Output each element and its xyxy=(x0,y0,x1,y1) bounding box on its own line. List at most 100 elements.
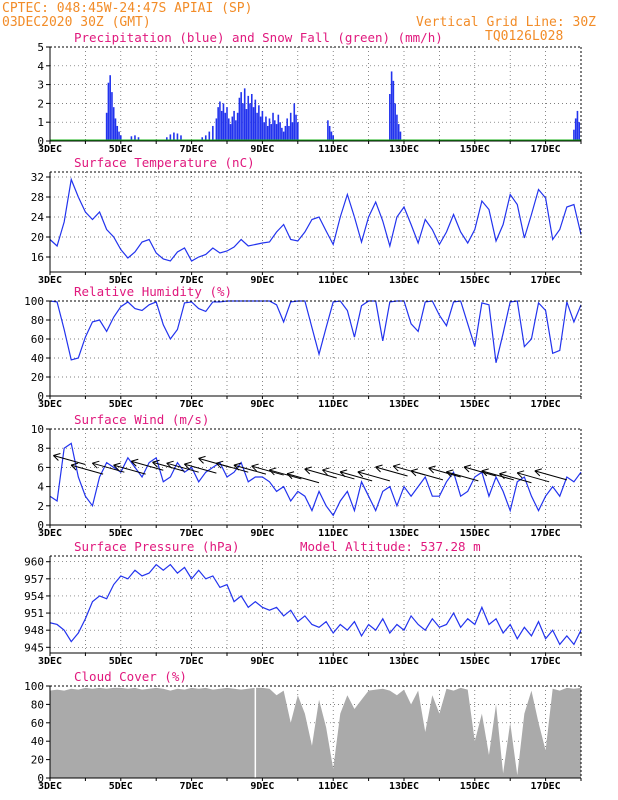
wind-vector-head xyxy=(499,471,507,475)
precip-bar xyxy=(245,109,248,141)
wind-vector xyxy=(339,469,373,482)
wind-vector-head xyxy=(53,453,61,457)
wind-vector-head xyxy=(534,470,541,477)
precip-bar xyxy=(272,112,274,141)
precip-bar xyxy=(254,99,257,141)
wind-vector xyxy=(152,459,185,472)
wind-vector-head xyxy=(251,465,257,472)
y-tick-label: 100 xyxy=(24,295,44,308)
precip-bar xyxy=(273,120,276,141)
precip-bar xyxy=(578,122,581,141)
wind-vector-head xyxy=(216,460,224,464)
wind-vector-head xyxy=(113,464,119,471)
wind-vector-head xyxy=(130,460,137,467)
precip-bar xyxy=(576,110,579,141)
wind-vector-shaft xyxy=(70,464,104,475)
wind-vector-head xyxy=(357,469,365,473)
y-tick-label: 32 xyxy=(31,171,44,184)
precip-bar xyxy=(180,135,182,141)
wind-vector-head xyxy=(166,462,173,469)
x-tick-label: 17DEC xyxy=(531,399,561,410)
precip-bar xyxy=(289,112,292,141)
wind-vector-head xyxy=(428,465,436,469)
wind-vector-shaft xyxy=(340,471,373,482)
wind-vector-shaft xyxy=(463,466,497,477)
wind-vector-shaft xyxy=(286,473,320,484)
wind-vector xyxy=(322,467,355,480)
wind-vector-head xyxy=(428,467,434,474)
precip-bar xyxy=(293,103,296,141)
x-tick-label: 9DEC xyxy=(250,656,274,667)
y-tick-label: 5 xyxy=(37,41,44,54)
wind-vector-head xyxy=(131,458,139,462)
x-tick-label: 7DEC xyxy=(180,144,204,155)
panel-title: Surface Temperature (nC) xyxy=(74,155,255,170)
x-tick-label: 7DEC xyxy=(180,275,204,286)
wind-vector xyxy=(481,468,514,481)
x-tick-label: 15DEC xyxy=(460,528,490,539)
x-tick-label: 15DEC xyxy=(460,399,490,410)
wind-vector-head xyxy=(70,464,77,471)
precip-bar xyxy=(176,133,179,141)
x-tick-label: 5DEC xyxy=(109,781,133,792)
wind-vector-head xyxy=(445,471,452,478)
x-tick-label: 5DEC xyxy=(109,528,133,539)
wind-vector-head xyxy=(463,466,470,473)
y-tick-label: 0 xyxy=(37,135,44,148)
wind-vector xyxy=(53,453,86,466)
precip-bar xyxy=(259,116,262,141)
wind-vector xyxy=(268,467,302,480)
precip-bar xyxy=(226,107,228,141)
wind-vector-head xyxy=(166,460,174,464)
wind-vector-shaft xyxy=(131,460,164,471)
wind-vector-head xyxy=(340,469,348,473)
wind-vector-head xyxy=(393,463,401,467)
wind-vector-head xyxy=(233,462,242,466)
wind-vector-shaft xyxy=(216,462,249,473)
wind-vector xyxy=(130,458,164,471)
precip-bar xyxy=(222,103,225,141)
x-tick-label: 17DEC xyxy=(531,528,561,539)
y-tick-label: 0 xyxy=(37,772,44,785)
wind-vector-shaft xyxy=(166,462,199,473)
panel-title: Precipitation (blue) and Snow Fall (gree… xyxy=(74,30,443,45)
precip-bar xyxy=(389,94,391,141)
wind-vector-head xyxy=(410,470,417,477)
x-tick-label: 5DEC xyxy=(109,656,133,667)
y-tick-label: 16 xyxy=(31,251,44,264)
x-tick-label: 7DEC xyxy=(180,781,204,792)
wind-vector-head xyxy=(233,464,240,471)
wind-vector-head xyxy=(410,468,419,472)
precip-bar xyxy=(114,118,117,141)
wind-vector-head xyxy=(322,467,330,471)
precip-bar xyxy=(224,112,227,141)
wind-vector-head xyxy=(91,462,98,469)
x-tick-label: 11DEC xyxy=(318,275,348,286)
wind-vector xyxy=(91,460,125,473)
precip-bar xyxy=(166,137,168,141)
series-line xyxy=(49,177,582,262)
header-grid-info: Vertical Grid Line: 30Z xyxy=(416,15,597,30)
y-tick-label: 20 xyxy=(31,754,44,767)
precip-bar xyxy=(219,101,221,141)
wind-vector-head xyxy=(113,462,121,466)
panel-title: Relative Humidity (%) xyxy=(74,284,232,299)
wind-vector xyxy=(215,460,249,473)
wind-vector xyxy=(499,471,532,484)
y-tick-label: 24 xyxy=(31,211,45,224)
wind-vector-head xyxy=(481,468,489,472)
header-station: CPTEC: 048:45W-24:47S APIAI (SP) xyxy=(2,1,253,16)
x-tick-label: 13DEC xyxy=(389,399,419,410)
precip-bar xyxy=(105,112,108,141)
precip-bar xyxy=(288,125,290,141)
precip-bar xyxy=(266,125,269,141)
x-tick-label: 13DEC xyxy=(389,781,419,792)
y-tick-label: 2 xyxy=(37,97,44,110)
x-tick-label: 11DEC xyxy=(318,144,348,155)
precip-bar xyxy=(256,112,258,141)
y-tick-label: 3 xyxy=(37,79,44,92)
y-tick-label: 20 xyxy=(31,231,44,244)
wind-vector xyxy=(251,463,284,476)
wind-vector-shaft xyxy=(92,462,125,473)
wind-vector-shaft xyxy=(446,471,479,482)
